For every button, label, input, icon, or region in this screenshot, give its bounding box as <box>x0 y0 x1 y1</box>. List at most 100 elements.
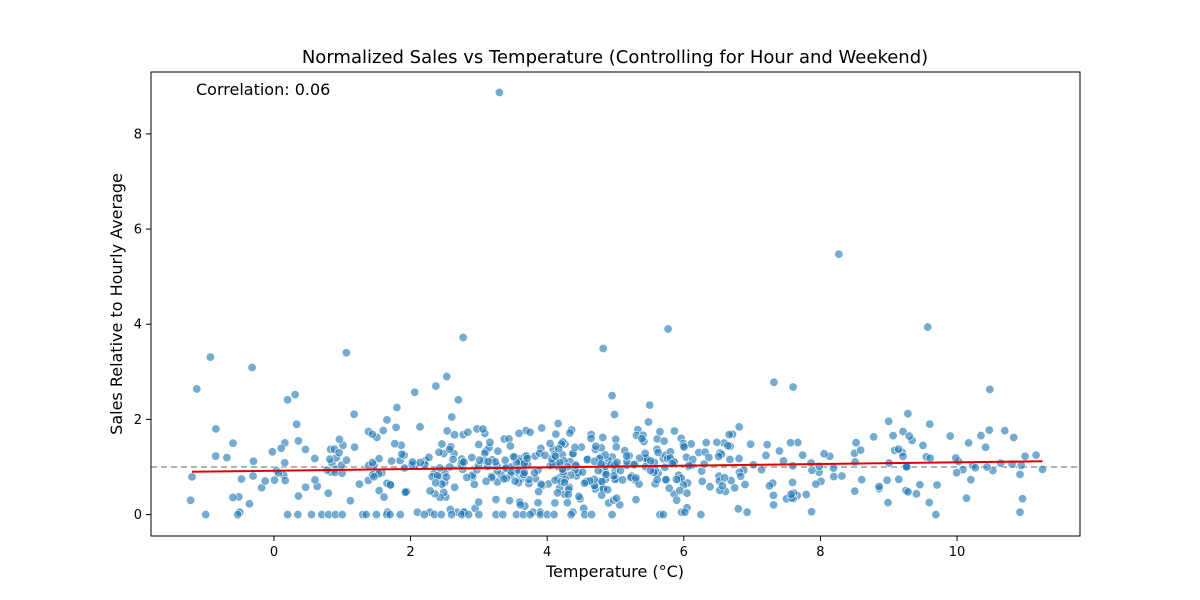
data-point <box>1015 507 1025 517</box>
data-point <box>280 458 290 468</box>
data-point <box>736 471 746 481</box>
plot-area <box>151 87 1080 520</box>
x-tick-label: 8 <box>816 545 824 560</box>
data-point <box>894 474 904 484</box>
data-point <box>1018 494 1028 504</box>
data-point <box>696 510 706 520</box>
data-point <box>984 425 994 435</box>
data-point <box>449 430 459 440</box>
data-point <box>1015 469 1025 479</box>
x-tick-label: 0 <box>270 545 278 560</box>
data-point <box>1020 451 1030 461</box>
data-point <box>786 438 796 448</box>
data-point <box>434 447 444 457</box>
data-point <box>385 480 395 490</box>
data-point <box>607 391 617 401</box>
data-point <box>300 445 310 455</box>
data-point <box>559 477 569 487</box>
data-point <box>499 474 509 484</box>
data-point <box>369 472 379 482</box>
data-point <box>597 477 607 487</box>
y-tick-label: 4 <box>134 318 142 333</box>
data-point <box>966 475 976 485</box>
data-point <box>425 486 435 496</box>
data-point <box>574 491 584 501</box>
data-point <box>464 510 474 520</box>
x-tick-label: 6 <box>680 545 688 560</box>
data-point <box>554 444 564 454</box>
data-point <box>478 424 488 434</box>
data-point <box>664 483 674 493</box>
data-point <box>631 495 641 505</box>
data-point <box>228 438 238 448</box>
data-point <box>509 452 519 462</box>
data-point <box>290 390 300 400</box>
data-point <box>550 498 560 508</box>
data-point <box>186 495 196 505</box>
data-point <box>342 455 352 465</box>
data-point <box>829 472 839 482</box>
data-point <box>819 449 829 459</box>
data-point <box>382 415 392 425</box>
chart-title: Normalized Sales vs Temperature (Control… <box>302 47 928 68</box>
data-point <box>734 422 744 432</box>
data-point <box>533 498 543 508</box>
data-point <box>260 476 270 486</box>
data-point <box>982 462 992 472</box>
data-point <box>525 427 535 437</box>
data-point <box>522 453 532 463</box>
data-point <box>450 482 460 492</box>
data-point <box>888 431 898 441</box>
data-point <box>551 429 561 439</box>
data-point <box>276 443 286 453</box>
data-point <box>658 510 668 520</box>
data-point <box>788 461 798 471</box>
data-point <box>248 456 258 466</box>
data-point <box>898 451 908 461</box>
data-point <box>293 491 303 501</box>
data-point <box>310 475 320 485</box>
data-point <box>579 478 589 488</box>
data-point <box>931 510 941 520</box>
data-point <box>894 444 904 454</box>
data-point <box>525 510 535 520</box>
data-point <box>400 463 410 473</box>
data-point <box>996 458 1006 468</box>
data-point <box>925 453 935 463</box>
data-point <box>269 475 279 485</box>
data-point <box>869 432 879 442</box>
data-point <box>395 510 405 520</box>
data-point <box>458 333 468 343</box>
data-point <box>611 434 621 444</box>
correlation-annotation: Correlation: 0.06 <box>196 80 330 99</box>
data-point <box>187 472 197 482</box>
data-point <box>918 440 928 450</box>
data-point <box>431 381 441 391</box>
data-point <box>280 475 290 485</box>
data-point <box>798 450 808 460</box>
data-point <box>410 387 420 397</box>
x-axis-label: Temperature (°C) <box>545 562 684 581</box>
data-point <box>725 454 735 464</box>
data-point <box>622 451 632 461</box>
data-point <box>445 444 455 454</box>
data-point <box>211 451 221 461</box>
data-point <box>407 457 417 467</box>
data-point <box>961 493 971 503</box>
data-point <box>705 482 715 492</box>
data-point <box>1031 450 1041 460</box>
data-point <box>663 324 673 334</box>
data-point <box>672 495 682 505</box>
data-point <box>734 454 744 464</box>
data-point <box>640 448 650 458</box>
data-point <box>976 431 986 441</box>
data-point <box>459 457 469 467</box>
data-point <box>851 438 861 448</box>
data-point <box>510 476 520 486</box>
data-point <box>1009 432 1019 442</box>
data-point <box>192 384 202 394</box>
data-point <box>850 457 860 467</box>
data-point <box>445 462 455 472</box>
data-point <box>762 440 772 450</box>
data-point <box>442 472 452 482</box>
